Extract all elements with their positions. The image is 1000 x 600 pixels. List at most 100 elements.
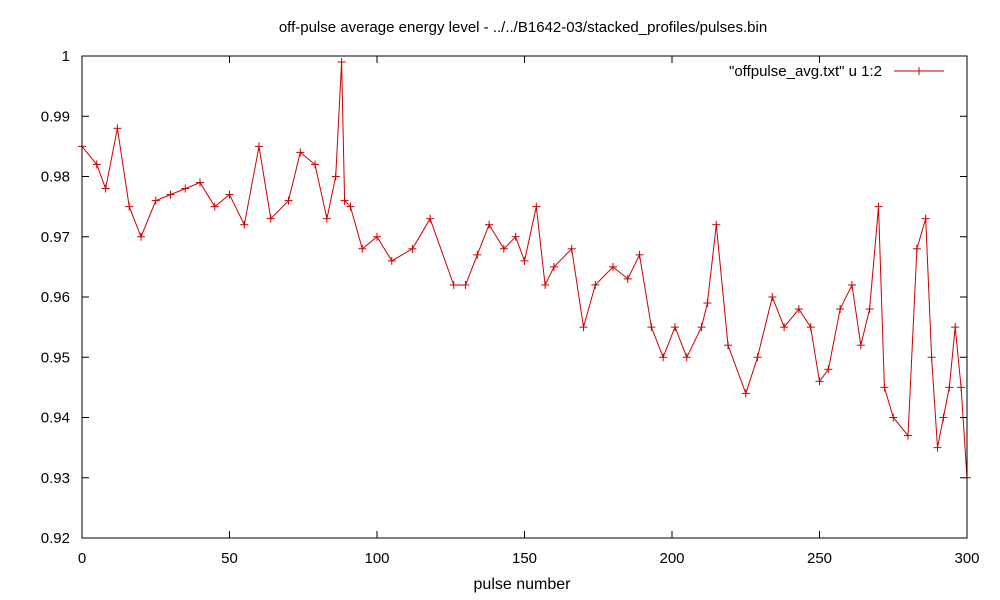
data-point bbox=[647, 323, 656, 332]
data-point bbox=[889, 413, 898, 422]
legend: "offpulse_avg.txt" u 1:2 bbox=[729, 63, 944, 80]
data-point bbox=[92, 160, 101, 169]
data-point bbox=[181, 184, 190, 193]
data-point bbox=[550, 262, 558, 271]
data-point bbox=[865, 305, 874, 314]
data-point bbox=[532, 202, 541, 211]
data-point bbox=[635, 250, 644, 259]
data-point bbox=[541, 280, 550, 289]
data-point bbox=[579, 323, 588, 332]
data-point bbox=[511, 232, 520, 241]
data-point bbox=[609, 262, 617, 271]
data-point bbox=[151, 196, 160, 205]
data-point bbox=[659, 353, 668, 362]
data-point bbox=[780, 323, 789, 332]
data-point bbox=[921, 214, 930, 223]
data-point bbox=[591, 280, 600, 289]
data-point bbox=[296, 148, 305, 157]
legend-label: "offpulse_avg.txt" u 1:2 bbox=[729, 63, 882, 80]
data-point bbox=[567, 244, 576, 253]
data-point bbox=[682, 353, 691, 362]
x-tick-label: 150 bbox=[512, 550, 537, 567]
data-point bbox=[113, 124, 122, 133]
data-point bbox=[697, 323, 706, 332]
x-axis: 0 50 100 150 200 250 300 bbox=[78, 56, 980, 567]
plot-frame bbox=[81, 55, 968, 539]
data-point bbox=[210, 202, 219, 211]
data-point bbox=[311, 160, 320, 169]
y-tick-label: 0.93 bbox=[41, 470, 70, 487]
data-point bbox=[461, 280, 470, 289]
data-point bbox=[874, 202, 883, 211]
data-point bbox=[824, 365, 833, 374]
data-point bbox=[337, 58, 346, 67]
data-point bbox=[703, 299, 712, 308]
series-line bbox=[81, 61, 968, 478]
y-tick-label: 1 bbox=[62, 48, 70, 65]
data-point bbox=[670, 323, 679, 332]
data-point bbox=[623, 274, 632, 283]
data-point bbox=[225, 190, 234, 199]
data-point bbox=[358, 244, 367, 253]
data-point bbox=[945, 383, 954, 392]
data-point bbox=[741, 389, 750, 398]
data-point bbox=[712, 220, 721, 229]
data-point bbox=[499, 244, 508, 253]
data-point bbox=[426, 214, 435, 223]
data-point bbox=[815, 377, 824, 386]
y-axis: 0.92 0.93 0.94 0.95 0.96 0.97 0.98 0.99 1 bbox=[41, 48, 967, 547]
data-point bbox=[951, 323, 960, 332]
y-tick-label: 0.95 bbox=[41, 349, 70, 366]
data-point bbox=[322, 214, 331, 223]
data-point bbox=[880, 383, 889, 392]
y-tick-label: 0.92 bbox=[41, 530, 70, 547]
y-tick-label: 0.97 bbox=[41, 229, 70, 246]
data-point bbox=[806, 323, 815, 332]
data-point bbox=[346, 202, 355, 211]
data-point bbox=[485, 220, 494, 229]
x-tick-label: 50 bbox=[221, 550, 238, 567]
x-tick-label: 300 bbox=[954, 550, 979, 567]
x-tick-label: 200 bbox=[659, 550, 684, 567]
data-point bbox=[724, 341, 733, 350]
data-point bbox=[255, 142, 263, 151]
data-point bbox=[240, 220, 249, 229]
data-point bbox=[768, 293, 777, 301]
data-point bbox=[196, 178, 204, 187]
data-point bbox=[449, 280, 458, 289]
y-tick-label: 0.96 bbox=[41, 289, 70, 306]
legend-marker bbox=[915, 67, 923, 75]
data-point bbox=[266, 214, 275, 223]
y-tick-label: 0.99 bbox=[41, 108, 70, 125]
data-point bbox=[912, 244, 921, 253]
data-point bbox=[939, 413, 948, 422]
x-axis-label: pulse number bbox=[474, 576, 572, 593]
data-point bbox=[408, 244, 417, 253]
data-point bbox=[387, 256, 396, 265]
data-point bbox=[927, 353, 936, 362]
y-tick-label: 0.94 bbox=[41, 410, 70, 427]
data-point bbox=[284, 196, 293, 205]
data-point bbox=[166, 190, 175, 199]
x-tick-label: 250 bbox=[807, 550, 832, 567]
x-tick-label: 100 bbox=[364, 550, 389, 567]
data-point bbox=[847, 280, 856, 289]
data-point bbox=[340, 196, 349, 205]
data-point bbox=[933, 443, 942, 452]
data-point bbox=[904, 431, 912, 440]
data-point bbox=[137, 232, 145, 241]
data-point bbox=[331, 172, 340, 181]
chart-title: off-pulse average energy level - ../../B… bbox=[279, 19, 767, 36]
data-point bbox=[101, 184, 110, 193]
data-point bbox=[836, 305, 845, 314]
data-point bbox=[957, 383, 966, 392]
data-point bbox=[753, 353, 762, 362]
y-tick-label: 0.98 bbox=[41, 169, 70, 186]
data-point bbox=[794, 305, 803, 314]
data-point bbox=[520, 256, 529, 265]
data-point bbox=[473, 250, 482, 259]
x-tick-label: 0 bbox=[78, 550, 86, 567]
plot-series bbox=[78, 58, 971, 482]
data-point bbox=[373, 232, 381, 241]
